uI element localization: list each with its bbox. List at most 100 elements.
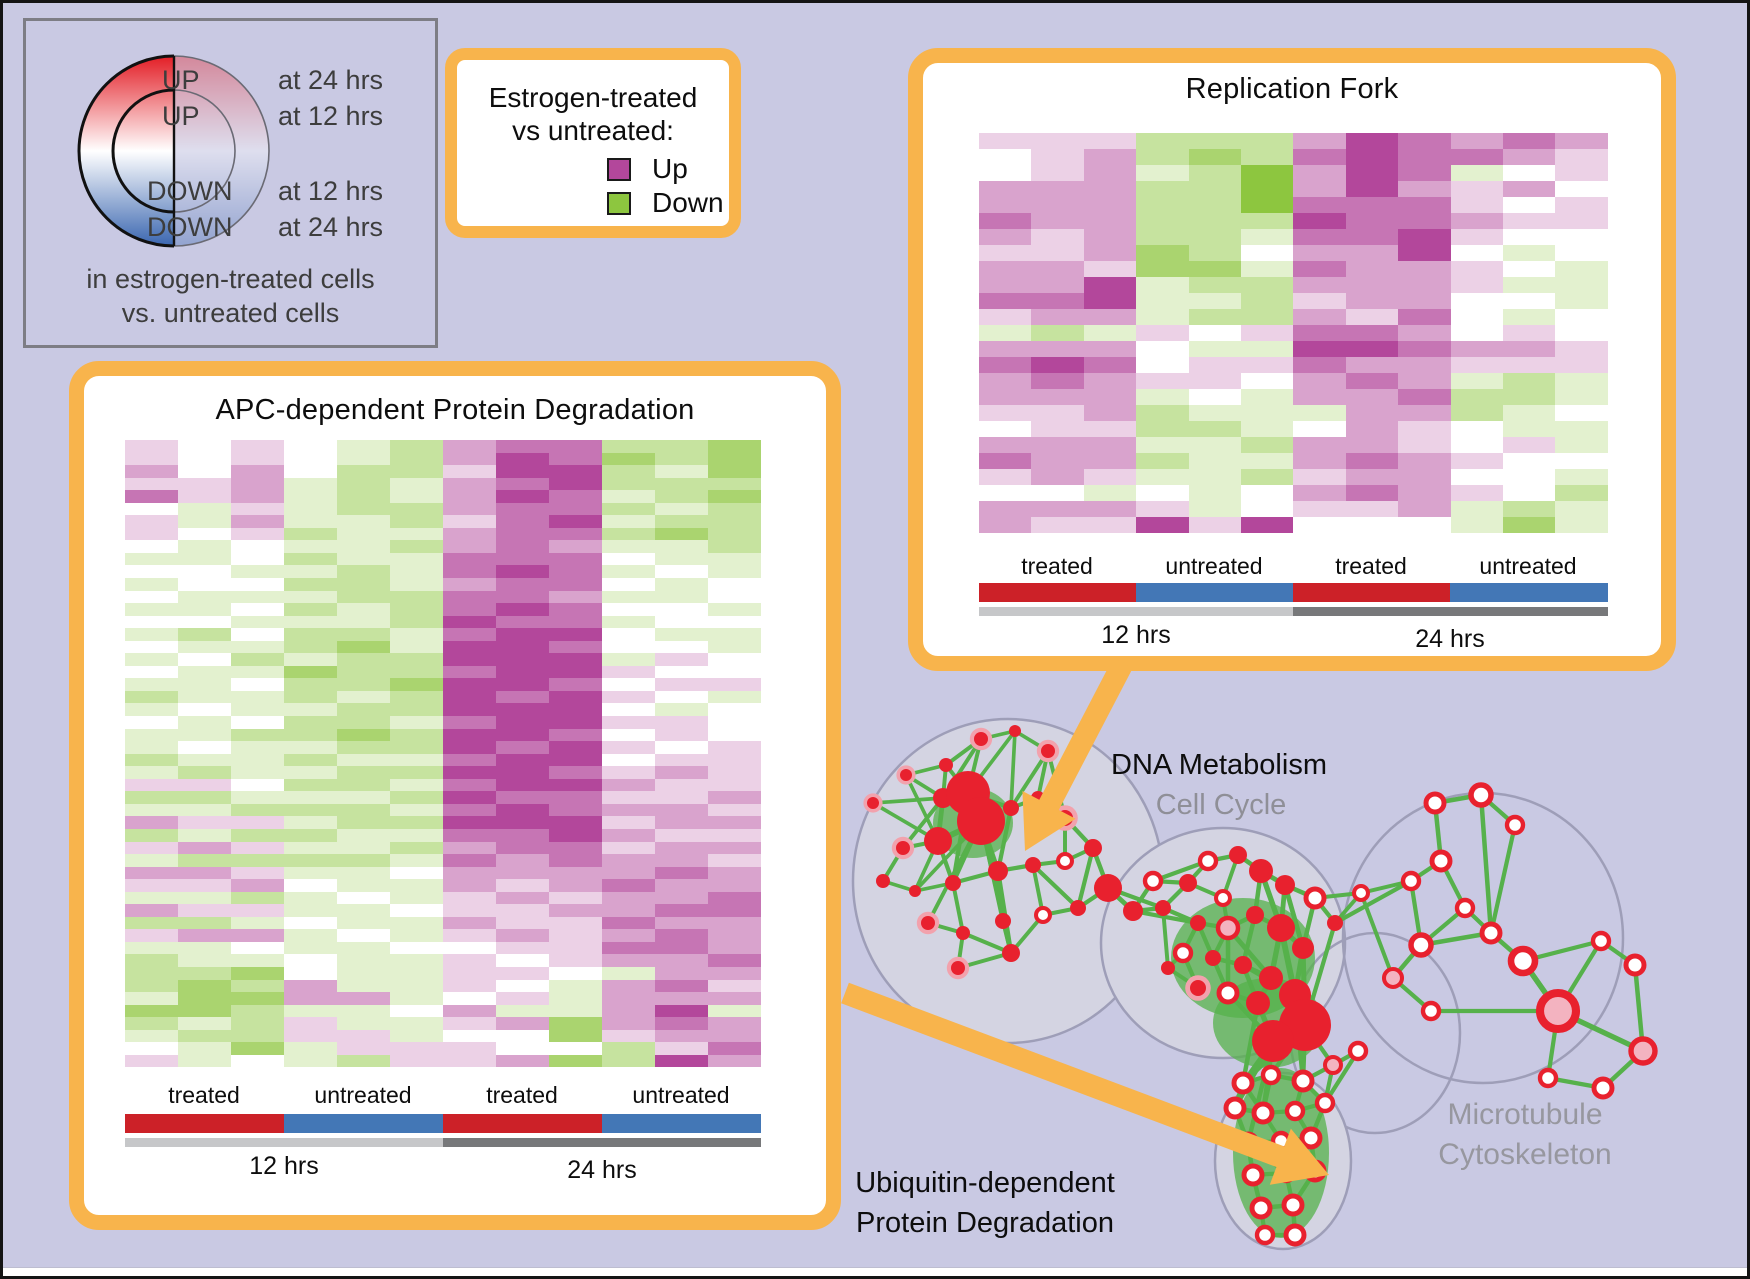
heat-cell — [708, 440, 761, 453]
heat-cell — [1136, 213, 1189, 229]
network-edge — [1545, 1008, 1561, 1081]
heat-cell — [125, 1017, 178, 1030]
network-edge — [1333, 891, 1363, 925]
heat-cell — [1502, 229, 1556, 245]
heat-cell — [1240, 437, 1294, 453]
heat-cell — [284, 540, 337, 553]
network-edge — [1390, 975, 1434, 1014]
heat-cell — [178, 1054, 231, 1068]
heat-cell — [549, 578, 602, 591]
ubiquitin-label-line2: Protein Degradation — [856, 1207, 1114, 1239]
heat-cell — [655, 452, 708, 466]
heat-cell — [549, 477, 602, 491]
heat-cell — [390, 766, 443, 779]
network-edge — [1300, 895, 1318, 951]
heat-cell — [602, 979, 655, 993]
network-edge — [978, 818, 1006, 924]
heat-cell — [549, 1017, 602, 1030]
network-edge — [1408, 858, 1444, 884]
heat-cell — [125, 716, 178, 729]
heat-cell — [125, 954, 178, 967]
gene-node-pink — [1381, 966, 1405, 990]
legend-at24-label: at 24 hrs — [278, 65, 384, 95]
network-edge — [1210, 925, 1231, 961]
heat-cell — [1136, 341, 1189, 357]
heat-cell — [178, 540, 231, 553]
heat-cell — [284, 753, 337, 767]
heat-cell — [602, 916, 655, 930]
network-edge — [871, 801, 940, 843]
gene-node — [896, 841, 910, 855]
heat-cell — [125, 879, 178, 892]
heat-cell — [443, 979, 496, 993]
heat-cell — [1555, 325, 1608, 341]
network-edge — [1359, 891, 1395, 980]
heat-cell — [284, 966, 337, 980]
heat-cell — [178, 590, 231, 604]
network-edge — [1160, 905, 1201, 926]
heat-cell — [655, 904, 708, 917]
heat-cell — [443, 1054, 496, 1068]
network-edge — [1478, 792, 1494, 936]
heat-cell — [443, 477, 496, 491]
gene-node-ring — [1251, 1101, 1275, 1125]
heat-cell — [178, 1004, 231, 1018]
heat-cell — [655, 1042, 708, 1055]
heat-cell — [1083, 469, 1137, 485]
heat-cell — [1555, 229, 1608, 245]
apc-24hrs-bar — [443, 1138, 761, 1147]
heat-cell — [1450, 485, 1503, 501]
heat-cell — [443, 703, 496, 717]
heat-cell — [1031, 293, 1084, 309]
heat-cell — [1345, 277, 1399, 293]
heat-cell — [231, 803, 284, 817]
gene-node — [1292, 937, 1314, 959]
heat-cell — [178, 703, 231, 717]
heat-cell — [1398, 325, 1451, 341]
heat-cell — [337, 578, 390, 591]
heat-cell — [390, 904, 443, 917]
heat-cell — [231, 1004, 284, 1018]
heat-cell — [1031, 437, 1084, 453]
replication-fork-heatmap — [979, 133, 1608, 533]
apc-group-label-untreated-24: untreated — [632, 1082, 730, 1108]
heat-cell — [1083, 293, 1137, 309]
network-edge — [904, 763, 948, 777]
heat-cell — [1345, 133, 1399, 149]
heat-cell — [708, 854, 761, 867]
heat-cell — [496, 929, 549, 942]
heat-cell — [549, 866, 602, 880]
heat-cell — [443, 678, 496, 691]
heat-cell — [655, 465, 708, 478]
network-edge — [1031, 859, 1067, 867]
heat-cell — [496, 866, 549, 880]
heat-cell — [602, 941, 655, 955]
heat-cell — [1502, 501, 1556, 517]
gene-node — [1031, 791, 1045, 805]
heat-cell — [979, 181, 1032, 197]
heat-cell — [602, 565, 655, 579]
network-edge — [1130, 905, 1166, 914]
heat-cell — [1188, 421, 1241, 437]
heat-cell — [284, 1054, 337, 1068]
heat-cell — [337, 741, 390, 754]
heat-cell — [602, 452, 655, 466]
heat-cell — [549, 741, 602, 754]
heat-cell — [1293, 229, 1346, 245]
heat-cell — [178, 565, 231, 579]
gene-node — [1275, 875, 1295, 895]
heat-cell — [1502, 277, 1556, 293]
gene-node — [1252, 1020, 1294, 1062]
gene-node — [1246, 991, 1270, 1015]
heat-cell — [443, 590, 496, 604]
circle-glyph-legend: UP UP DOWN DOWN at 24 hrs at 12 hrs at 1… — [23, 18, 438, 348]
heat-cell — [1240, 501, 1294, 517]
heat-cell — [231, 1017, 284, 1030]
network-edge — [1210, 955, 1231, 996]
heat-cell — [708, 565, 761, 579]
heat-cell — [125, 565, 178, 579]
heat-cell — [337, 665, 390, 679]
legend-down-12-label: DOWN — [147, 176, 233, 206]
heat-cell — [708, 653, 761, 666]
heat-cell — [655, 979, 708, 993]
